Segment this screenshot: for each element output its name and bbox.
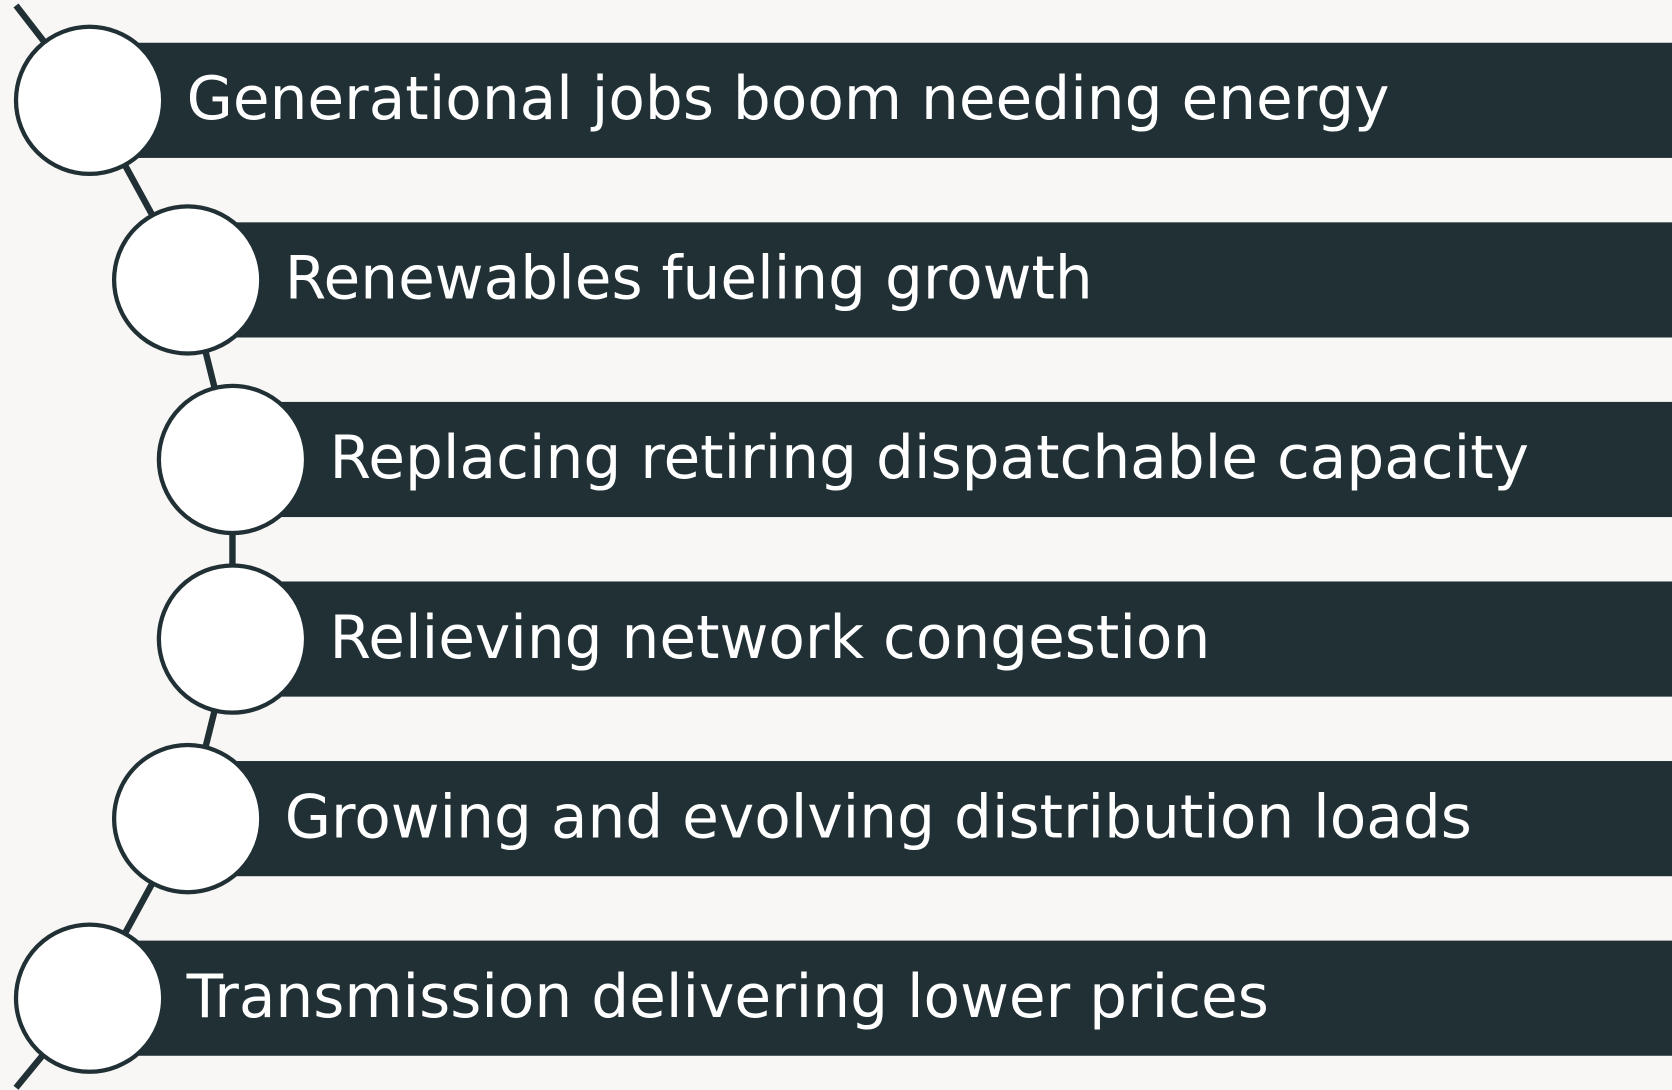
item-bar xyxy=(187,761,1672,877)
item-label: Transmission delivering lower prices xyxy=(186,963,1269,1032)
item-bar xyxy=(232,581,1672,697)
item-bar xyxy=(232,401,1672,518)
item-label: Relieving network congestion xyxy=(329,604,1210,673)
item-bar xyxy=(89,940,1672,1056)
item-circle xyxy=(13,24,166,177)
item-circle xyxy=(13,922,166,1074)
item-label: Growing and evolving distribution loads xyxy=(285,783,1472,852)
item-circle xyxy=(111,742,264,895)
item-circle xyxy=(111,204,264,356)
item-bar xyxy=(187,222,1672,338)
item-circle xyxy=(156,563,309,715)
item-bar xyxy=(89,42,1672,158)
item-circle xyxy=(156,383,309,536)
item-label: Replacing retiring dispatchable capacity xyxy=(329,424,1529,493)
item-label: Renewables fueling growth xyxy=(285,245,1093,314)
item-label: Generational jobs boom needing energy xyxy=(187,65,1390,134)
